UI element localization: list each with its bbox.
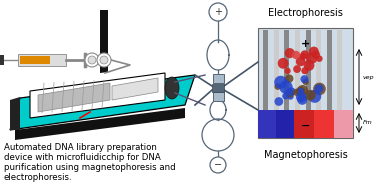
Circle shape [282,93,289,100]
Circle shape [85,53,99,67]
Polygon shape [112,78,158,100]
Polygon shape [10,97,20,130]
Circle shape [88,56,96,64]
Circle shape [313,83,326,95]
Circle shape [285,74,293,83]
Circle shape [209,3,227,21]
Circle shape [274,83,281,90]
Text: Automated DNA library preparation: Automated DNA library preparation [4,143,157,152]
Text: purification using magnetophoresis and: purification using magnetophoresis and [4,163,176,172]
Circle shape [312,51,320,59]
Circle shape [296,92,307,102]
Circle shape [305,90,316,101]
FancyBboxPatch shape [20,56,50,64]
Circle shape [299,53,307,60]
Circle shape [301,75,308,83]
Bar [0,55,4,65]
Circle shape [316,55,322,62]
Text: Electrophoresis: Electrophoresis [268,8,343,18]
Circle shape [274,97,283,106]
Circle shape [297,85,308,96]
Circle shape [279,80,293,94]
Text: device with microfluidicchip for DNA: device with microfluidicchip for DNA [4,153,161,162]
Text: Magnetophoresis: Magnetophoresis [263,150,347,160]
Ellipse shape [165,77,179,99]
Bar [327,30,332,136]
Circle shape [304,60,314,71]
Bar [334,110,353,138]
Circle shape [296,87,305,96]
Circle shape [301,50,309,58]
Circle shape [274,76,287,89]
Circle shape [210,157,226,173]
Text: +: + [214,7,222,17]
Bar [258,110,276,138]
Circle shape [285,89,294,98]
Text: vep: vep [363,75,375,80]
Polygon shape [30,73,165,118]
Circle shape [293,65,301,73]
Circle shape [315,84,323,93]
Circle shape [285,48,295,58]
Polygon shape [10,75,195,130]
Circle shape [292,51,300,59]
Circle shape [298,88,304,94]
Bar [305,30,310,136]
Bar [338,30,342,136]
Circle shape [309,47,319,56]
Circle shape [296,57,305,66]
Bar [295,30,300,136]
Bar [274,30,279,136]
Circle shape [301,67,308,74]
FancyBboxPatch shape [258,28,353,138]
Circle shape [284,68,291,74]
Circle shape [97,53,111,67]
Polygon shape [100,10,108,73]
Polygon shape [15,108,185,140]
Text: −: − [301,121,310,131]
FancyBboxPatch shape [18,54,66,66]
Circle shape [306,52,318,64]
Circle shape [297,95,307,105]
Bar [314,110,334,138]
Circle shape [278,58,288,69]
Circle shape [100,56,108,64]
Circle shape [308,90,321,103]
FancyBboxPatch shape [212,92,223,100]
Text: −: − [214,160,222,170]
Bar [276,110,294,138]
Text: electrophoresis.: electrophoresis. [4,173,73,182]
Polygon shape [38,83,110,112]
Circle shape [298,95,305,102]
Circle shape [287,87,296,96]
Text: Fm: Fm [363,120,373,125]
FancyBboxPatch shape [212,73,223,83]
Bar [294,110,314,138]
Text: +: + [301,39,310,49]
Bar [284,30,289,136]
Circle shape [293,89,300,96]
Circle shape [302,79,309,85]
Bar [263,30,268,136]
FancyBboxPatch shape [212,84,224,92]
Bar [316,30,321,136]
Circle shape [287,93,294,100]
